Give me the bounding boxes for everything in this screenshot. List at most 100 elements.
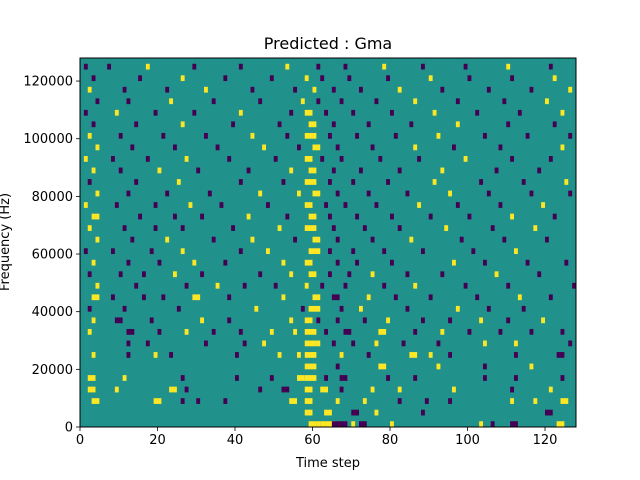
heatmap-cell: [328, 179, 332, 185]
heatmap-cell: [393, 294, 398, 301]
heatmap-cell: [308, 271, 317, 278]
heatmap-cell: [269, 75, 274, 82]
heatmap-cell: [351, 340, 356, 347]
heatmap-cell: [560, 109, 565, 116]
heatmap-cell: [211, 328, 216, 335]
heatmap-cell: [297, 144, 301, 151]
heatmap-cell: [211, 236, 216, 243]
heatmap-cell: [386, 75, 391, 82]
heatmap-cell: [529, 190, 534, 197]
heatmap-cell: [297, 352, 301, 358]
heatmap-cell: [126, 259, 131, 266]
heatmap-cell: [320, 156, 325, 162]
heatmap-cell: [238, 179, 243, 185]
heatmap-cell: [517, 109, 522, 116]
heatmap-cell: [397, 386, 402, 393]
heatmap-cell: [463, 63, 468, 70]
heatmap-cell: [494, 271, 499, 278]
heatmap-cell: [390, 259, 394, 266]
heatmap-cell: [483, 340, 487, 347]
heatmap-cell: [335, 317, 340, 324]
heatmap-cell: [548, 386, 553, 393]
heatmap-cell: [331, 86, 336, 93]
heatmap-cell: [304, 109, 313, 116]
heatmap-cell: [444, 225, 449, 231]
heatmap-cell: [386, 179, 391, 185]
heatmap-cell: [95, 98, 100, 105]
heatmap-cell: [479, 179, 484, 185]
heatmap-cell: [227, 294, 232, 301]
heatmap-cell: [293, 86, 298, 93]
heatmap-cell: [455, 202, 460, 208]
heatmap-cell: [304, 328, 317, 335]
heatmap-cell: [153, 225, 158, 231]
heatmap-cell: [153, 202, 158, 208]
heatmap-cell: [192, 109, 197, 116]
heatmap-cell: [413, 282, 418, 289]
heatmap-cell: [331, 167, 336, 174]
heatmap-cell: [331, 225, 336, 231]
x-tick-label: 20: [149, 433, 166, 448]
heatmap-cell: [355, 213, 360, 220]
x-tick-label: 80: [382, 433, 399, 448]
heatmap-cell: [405, 305, 410, 312]
heatmap-cell: [552, 121, 557, 128]
heatmap-cell: [134, 179, 139, 185]
heatmap-cell: [308, 167, 317, 174]
heatmap-cell: [173, 271, 177, 278]
y-axis-label: Frequency (Hz): [0, 193, 13, 291]
heatmap-cell: [149, 248, 154, 255]
heatmap-cell: [95, 190, 100, 197]
heatmap-cell: [266, 248, 270, 255]
heatmap-cell: [533, 225, 538, 231]
y-axis: 0 20000 40000 60000 80000 100000 120000: [23, 75, 80, 436]
heatmap-cell: [153, 398, 162, 404]
heatmap-cell: [510, 386, 515, 393]
heatmap-cell: [514, 375, 518, 381]
heatmap-cell: [258, 271, 263, 278]
heatmap-cell: [537, 167, 542, 174]
y-tick-label: 80000: [32, 190, 73, 205]
heatmap-cell: [541, 202, 546, 208]
heatmap-cell: [514, 248, 518, 255]
heatmap-cell: [455, 98, 460, 105]
heatmap-cell: [328, 132, 332, 139]
heatmap-cell: [455, 305, 460, 312]
heatmap-cell: [142, 271, 146, 278]
heatmap-cell: [382, 248, 387, 255]
heatmap-cell: [463, 282, 468, 289]
heatmap-cell: [184, 328, 189, 335]
heatmap-cell: [455, 121, 460, 128]
heatmap-cell: [343, 328, 352, 335]
heatmap-cell: [87, 305, 92, 312]
heatmap-cell: [440, 86, 445, 93]
heatmap-cell: [521, 305, 526, 312]
heatmap-cell: [366, 121, 371, 128]
heatmap-cell: [548, 63, 553, 70]
heatmap-cell: [486, 190, 491, 197]
heatmap-cell: [277, 352, 282, 358]
heatmap-cell: [331, 294, 340, 301]
heatmap-cell: [382, 282, 387, 289]
heatmap-cell: [304, 386, 313, 393]
heatmap-cell: [258, 190, 263, 197]
heatmap-cell: [351, 421, 356, 427]
heatmap-cell: [490, 421, 495, 427]
heatmap-cell: [219, 202, 224, 208]
heatmap-cell: [390, 213, 394, 220]
heatmap-cell: [169, 98, 174, 105]
heatmap-cell: [107, 63, 112, 70]
heatmap-cell: [223, 259, 228, 266]
heatmap-cell: [359, 305, 363, 312]
heatmap-cell: [215, 282, 220, 289]
heatmap-cell: [521, 179, 526, 185]
heatmap-cell: [142, 294, 146, 301]
heatmap-cell: [506, 121, 511, 128]
heatmap-cell: [409, 236, 414, 243]
heatmap-cell: [510, 213, 515, 220]
heatmap-cell: [359, 167, 363, 174]
heatmap-cell: [165, 190, 170, 197]
heatmap-cell: [564, 259, 569, 266]
heatmap-cell: [200, 271, 205, 278]
heatmap-cell: [308, 121, 317, 128]
